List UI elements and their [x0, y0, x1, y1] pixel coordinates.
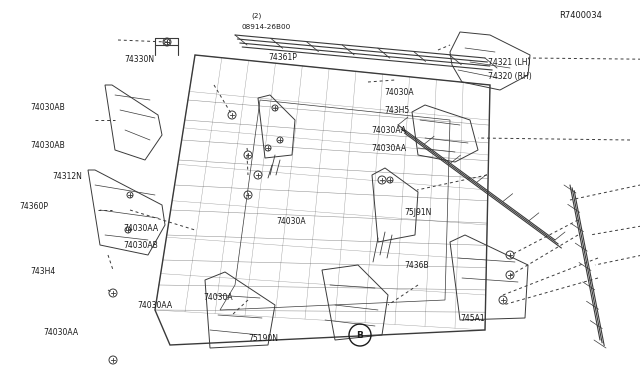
Text: 74030AB: 74030AB — [123, 241, 157, 250]
Text: B: B — [356, 330, 364, 340]
Text: 74030A: 74030A — [276, 217, 306, 226]
Text: 74330N: 74330N — [125, 55, 155, 64]
Text: 74030AA: 74030AA — [123, 224, 158, 233]
Text: 74030AA: 74030AA — [371, 144, 406, 153]
Text: R7400034: R7400034 — [559, 11, 602, 20]
Text: 7436B: 7436B — [404, 262, 429, 270]
Text: 74030AB: 74030AB — [31, 103, 65, 112]
Text: 74312N: 74312N — [52, 172, 83, 181]
Text: 74030AA: 74030AA — [371, 126, 406, 135]
Text: 743H4: 743H4 — [31, 267, 56, 276]
Text: 743H5: 743H5 — [384, 106, 409, 115]
Text: 74320 (RH): 74320 (RH) — [488, 72, 531, 81]
Text: 74030A: 74030A — [204, 293, 233, 302]
Text: 74030AA: 74030AA — [44, 328, 79, 337]
Text: 74030A: 74030A — [384, 88, 413, 97]
Text: 74030AB: 74030AB — [31, 141, 65, 150]
Text: 745A1: 745A1 — [461, 314, 485, 323]
Text: 74360P: 74360P — [19, 202, 48, 211]
Text: 74361P: 74361P — [269, 53, 298, 62]
Text: (2): (2) — [252, 12, 262, 19]
Text: 74321 (LH): 74321 (LH) — [488, 58, 530, 67]
Text: 75190N: 75190N — [248, 334, 278, 343]
Text: 74030AA: 74030AA — [138, 301, 173, 310]
Text: 08914-26B00: 08914-26B00 — [242, 24, 291, 30]
Text: 75J91N: 75J91N — [404, 208, 432, 217]
